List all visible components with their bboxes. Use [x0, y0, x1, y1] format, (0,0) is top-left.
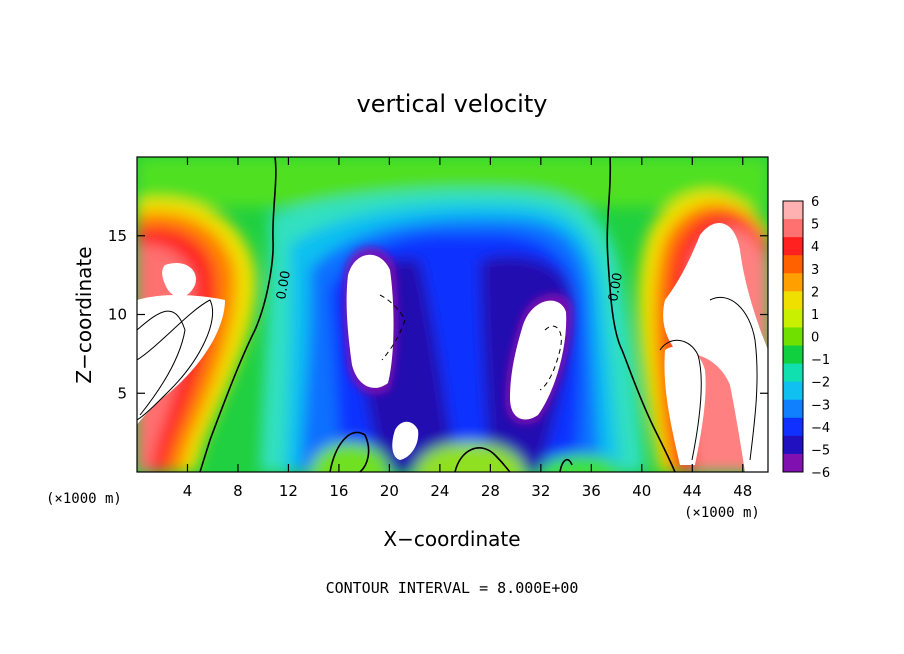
- colorbar-tick-label: 6: [811, 195, 819, 210]
- colorbar-tick-label: 3: [811, 263, 819, 278]
- y-tick-label: 5: [117, 384, 127, 402]
- x-tick-label: 48: [733, 482, 752, 500]
- x-tick-label: 44: [683, 482, 702, 500]
- y-axis: 5 10 15: [108, 227, 768, 402]
- colorbar-swatch: [783, 399, 803, 419]
- colorbar-frame: [782, 200, 804, 473]
- colorbar-tick-label: 2: [811, 285, 819, 300]
- x-unit-label-left: (×1000 m): [46, 491, 122, 507]
- colorbar-swatch: [783, 237, 803, 256]
- colorbar-swatch: [783, 453, 803, 473]
- colorbar-swatch: [783, 435, 803, 455]
- x-tick-label: 32: [531, 482, 550, 500]
- colorbar-swatch: [783, 201, 803, 220]
- colorbar-tick-label: −5: [811, 443, 830, 458]
- colorbar-tick-label: −6: [811, 466, 830, 481]
- colorbar-tick-label: 0: [811, 331, 819, 346]
- contour-label-left: 0.00: [274, 270, 294, 301]
- x-tick-label: 4: [183, 482, 193, 500]
- y-axis-label: Z−coordinate: [72, 246, 96, 383]
- colorbar-tick-label: 1: [811, 308, 819, 323]
- colorbar-tick-label: −1: [811, 353, 830, 368]
- contour-interval-footer: CONTOUR INTERVAL = 8.000E+00: [326, 579, 579, 597]
- x-tick-label: 36: [582, 482, 601, 500]
- colorbar-swatch: [783, 345, 803, 365]
- colorbar-swatch: [783, 219, 803, 238]
- colorbar-swatch: [783, 417, 803, 437]
- chart-title: vertical velocity: [357, 90, 548, 118]
- x-unit-label-right: (×1000 m): [684, 505, 760, 521]
- x-tick-label: 16: [329, 482, 348, 500]
- colorbar-tick-label: −4: [811, 421, 830, 436]
- colorbar-swatch: [783, 291, 803, 310]
- x-tick-label: 40: [632, 482, 651, 500]
- x-tick-label: 8: [233, 482, 243, 500]
- heatmap-field: 0.00 0.00: [137, 157, 768, 472]
- colorbar-swatch: [783, 327, 803, 347]
- x-tick-label: 20: [380, 482, 399, 500]
- colorbar-swatch: [783, 381, 803, 401]
- x-axis: 4 8 12 16 20 24 28 32 36 40 44 48: [183, 157, 752, 500]
- y-tick-label: 15: [108, 227, 127, 245]
- x-tick-label: 24: [430, 482, 449, 500]
- colorbar-swatch: [783, 309, 803, 328]
- x-tick-label: 28: [481, 482, 500, 500]
- colorbar: 6 5 4 3 2 1 0 −1 −2 −3 −4 −5 −6: [782, 195, 830, 481]
- y-tick-label: 10: [108, 306, 127, 324]
- x-axis-label: X−coordinate: [383, 527, 520, 551]
- colorbar-tick-label: 4: [811, 240, 819, 255]
- colorbar-tick-label: 5: [811, 218, 819, 233]
- contour-label-right: 0.00: [606, 272, 626, 303]
- colorbar-swatch: [783, 363, 803, 383]
- colorbar-tick-label: −2: [811, 376, 830, 391]
- colorbar-swatch: [783, 255, 803, 274]
- x-tick-label: 12: [279, 482, 298, 500]
- colorbar-tick-label: −3: [811, 398, 830, 413]
- colorbar-swatch: [783, 273, 803, 292]
